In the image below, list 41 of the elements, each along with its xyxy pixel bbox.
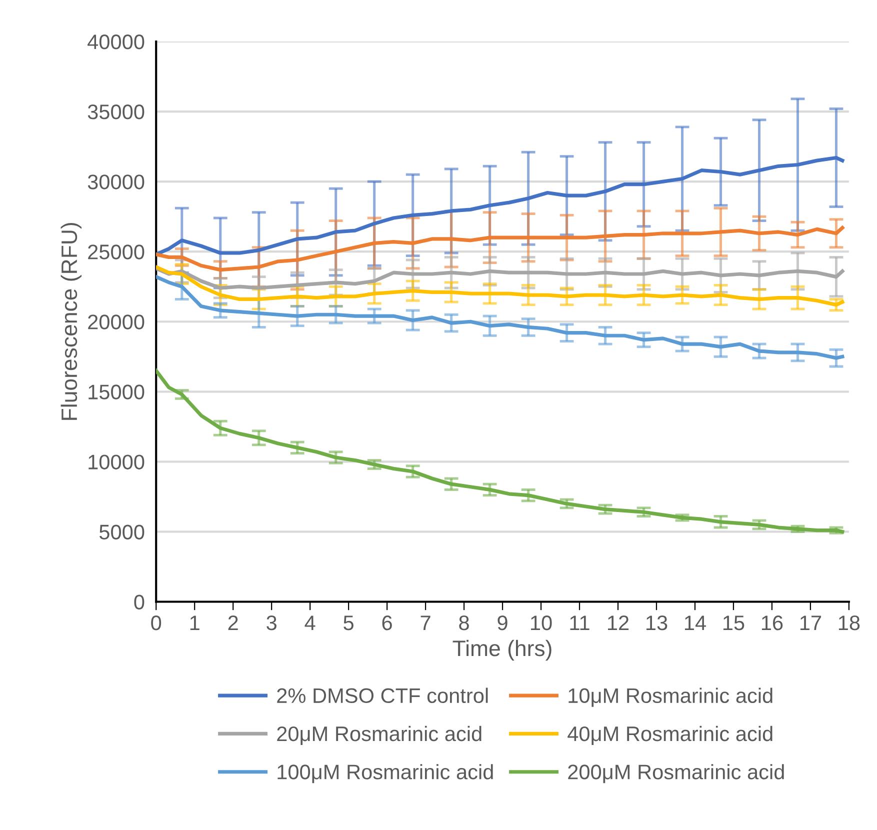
legend-label: 10μM Rosmarinic acid (568, 688, 772, 707)
x-tick-label: 17 (800, 616, 821, 630)
x-tick-label: 3 (266, 615, 276, 630)
x-tick-label: 11 (570, 616, 590, 630)
x-tick-label: 12 (608, 615, 629, 630)
x-tick-label: 18 (838, 615, 860, 630)
x-tick-label: 16 (762, 615, 783, 630)
x-tick-label: 14 (684, 616, 706, 630)
x-tick-label: 8 (459, 615, 469, 630)
x-tick-label: 9 (498, 615, 508, 630)
x-tick-label: 1 (190, 616, 200, 630)
x-tick-label: 4 (304, 616, 316, 630)
x-tick-label: 6 (382, 615, 392, 630)
x-tick-label: 7 (420, 616, 430, 630)
line-series (156, 226, 844, 272)
y-tick-label: 30000 (88, 174, 144, 190)
x-tick-label: 13 (646, 615, 668, 630)
y-tick-label: 20000 (88, 314, 144, 330)
legend-label: 2% DMSO CTF control (277, 688, 488, 704)
y-tick-label: 0 (134, 594, 144, 610)
y-tick-label: 35000 (88, 104, 144, 120)
y-tick-label: 25000 (88, 244, 144, 260)
line-series (156, 266, 844, 290)
y-axis-title: Fluorescence (RFU) (60, 222, 82, 420)
x-tick-label: 0 (151, 615, 162, 630)
legend-label: 20μM Rosmarinic acid (277, 726, 482, 745)
line-series (156, 156, 844, 256)
x-tick-label: 10 (531, 615, 552, 630)
legend-label: 100μM Rosmarinic acid (278, 764, 493, 784)
y-tick-label: 5000 (99, 524, 144, 540)
line-series (156, 275, 844, 360)
x-tick-label: 5 (344, 616, 354, 630)
legend-label: 200μM Rosmarinic acid (568, 764, 784, 784)
line-series (156, 265, 844, 307)
y-tick-label: 10000 (88, 454, 144, 470)
y-tick-label: 15000 (88, 384, 144, 400)
y-tick-label: 40000 (88, 34, 144, 50)
x-tick-label: 15 (723, 616, 744, 630)
x-axis-title: Time (hrs) (452, 640, 552, 661)
legend-label: 40μM Rosmarinic acid (568, 726, 772, 745)
x-tick-label: 2 (228, 615, 238, 630)
